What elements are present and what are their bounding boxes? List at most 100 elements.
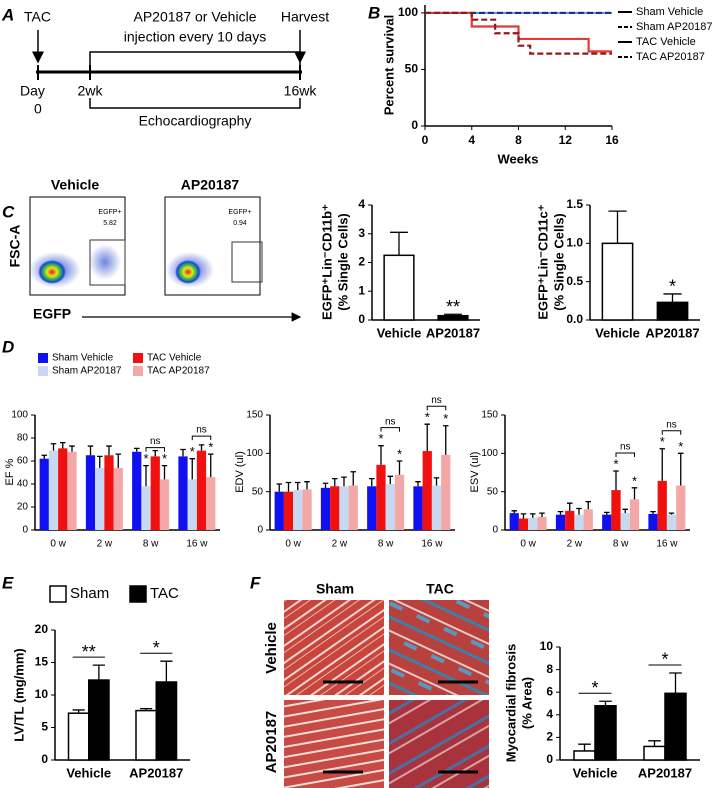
- significance-label: *: [153, 638, 160, 658]
- bar: [643, 745, 666, 761]
- bar: [196, 450, 207, 530]
- legend-swatch: [38, 353, 48, 363]
- significance-label: *: [190, 444, 195, 459]
- panel-label: B: [368, 3, 380, 22]
- x-tick-label: 8 w: [378, 539, 394, 550]
- error-bar: [341, 476, 347, 487]
- legend-label: TAC AP20187: [147, 366, 210, 377]
- bar: [583, 509, 593, 530]
- error-bar: [608, 210, 627, 244]
- y-tick-label: 4: [358, 197, 365, 211]
- significance-label: *: [660, 434, 665, 449]
- significance-label: *: [378, 431, 383, 446]
- bar: [573, 750, 596, 761]
- bar: [657, 480, 667, 530]
- error-bar: [285, 481, 292, 492]
- y-tick-label: 0: [492, 525, 498, 536]
- significance-label: ns: [431, 395, 442, 406]
- x-tick-label: Vehicle: [377, 325, 422, 340]
- y-axis-label: EDV (ul): [234, 451, 246, 493]
- bar: [150, 456, 160, 530]
- significance-label: ns: [150, 436, 161, 447]
- error-bar: [50, 443, 57, 451]
- error-bar: [59, 441, 66, 449]
- significance-label: ns: [385, 416, 396, 427]
- legend-swatch: [129, 585, 147, 603]
- x-tick-label: 2 w: [332, 539, 348, 550]
- timeline: TAC AP20187 or Vehicle injection every 1…: [20, 9, 329, 129]
- error-bar: [322, 482, 329, 488]
- gate: [89, 239, 126, 286]
- gate-percent: 0.94: [233, 220, 247, 227]
- y-tick-label: 0: [411, 118, 418, 132]
- column-label: Sham: [316, 581, 354, 597]
- y-tick-label: 100: [481, 448, 498, 459]
- timeline-label: Day: [20, 83, 45, 99]
- error-bar: [396, 460, 403, 475]
- error-bar: [648, 740, 661, 747]
- x-tick-label: 8 w: [143, 539, 159, 550]
- bar: [88, 679, 110, 761]
- y-tick-label: 3: [358, 226, 365, 240]
- error-bar: [433, 477, 440, 486]
- bracket: [426, 405, 447, 411]
- bar: [67, 712, 90, 761]
- error-bar: [140, 708, 153, 711]
- y-tick-label: 2: [358, 255, 365, 269]
- gate-label: EGFP+: [228, 209, 251, 216]
- y-axis-label: EGFP⁺Lin⁻CD11c⁺: [535, 204, 550, 319]
- y-tick-label: 50: [487, 486, 499, 497]
- y-tick-label: 0: [41, 752, 48, 766]
- error-bar: [276, 483, 283, 492]
- error-bar: [198, 444, 205, 451]
- error-bar: [622, 508, 629, 514]
- bar: [48, 450, 59, 530]
- error-bar: [539, 512, 545, 517]
- bar: [302, 489, 312, 530]
- panel-label: D: [2, 337, 14, 356]
- legend-swatch: [49, 585, 67, 603]
- significance-label: ns: [666, 419, 677, 430]
- y-tick-label: 50: [252, 486, 264, 497]
- histology-image: [389, 600, 489, 695]
- error-bar: [115, 453, 122, 468]
- error-bar: [96, 455, 103, 468]
- error-bar: [331, 477, 338, 487]
- flow-y-label: FSC-A: [7, 225, 23, 268]
- error-bar: [603, 511, 610, 515]
- x-tick-label: 12: [559, 133, 573, 147]
- x-axis-label: Weeks: [498, 151, 539, 166]
- x-tick-label: 16 w: [186, 539, 208, 550]
- error-bar: [585, 500, 592, 510]
- significance-label: *: [143, 451, 148, 466]
- y-tick-label: 80: [17, 433, 29, 444]
- error-bar: [152, 450, 159, 457]
- error-bar: [368, 477, 375, 487]
- error-bar: [350, 471, 357, 486]
- error-bar: [613, 470, 619, 491]
- y-tick-label: 0.5: [566, 274, 583, 288]
- bar: [431, 485, 442, 530]
- significance-label: *: [632, 473, 637, 488]
- error-bar: [669, 672, 682, 694]
- gate: [231, 241, 263, 283]
- y-axis-label: (% Area): [519, 677, 534, 729]
- y-tick-label: 50: [405, 62, 419, 76]
- y-axis-label: Myocardial fibrosis: [503, 644, 518, 762]
- column-label: TAC: [426, 581, 454, 597]
- bar: [528, 517, 538, 530]
- bar: [58, 448, 68, 530]
- y-tick-label: 1: [358, 283, 365, 297]
- error-bar: [390, 231, 408, 256]
- significance-label: **: [82, 642, 96, 662]
- y-tick-label: 60: [17, 456, 29, 467]
- bracket: [145, 447, 165, 452]
- legend-label: Sham AP20187: [52, 366, 122, 377]
- panel-label: A: [1, 5, 14, 24]
- bar: [348, 485, 358, 530]
- y-tick-label: 100: [11, 410, 28, 421]
- bar: [135, 709, 157, 761]
- y-tick-label: 10: [35, 687, 49, 701]
- bar: [206, 477, 216, 530]
- bracket: [615, 452, 635, 457]
